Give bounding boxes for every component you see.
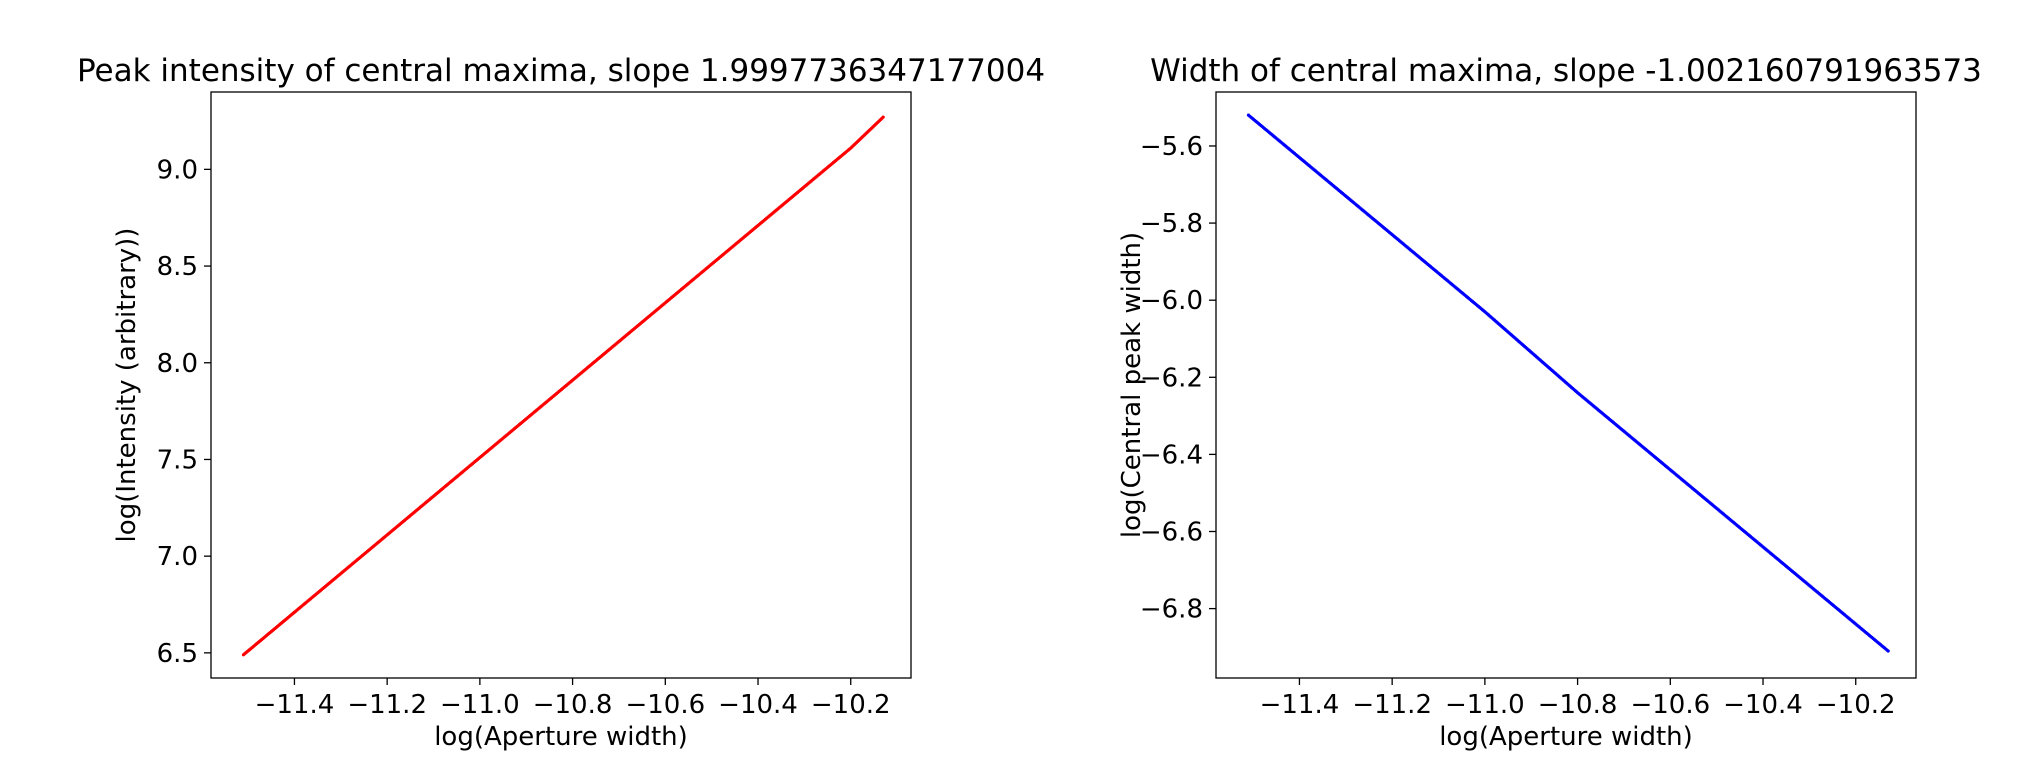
y-tick-label: 8.5 [157, 252, 198, 282]
x-tick-label: −11.4 [255, 690, 335, 720]
y-axis-label: log(Intensity (arbitrary)) [112, 228, 142, 543]
y-axis-label: log(Central peak width) [1117, 232, 1147, 538]
x-tick-label: −11.0 [440, 690, 520, 720]
y-tick-label: −5.8 [1140, 209, 1203, 239]
y-tick-label: 8.0 [157, 349, 198, 379]
chart-peak-intensity: −11.4 −11.2 −11.0 −10.8 −10.6 −10.4 −10.2 6.5 7.… [77, 53, 1045, 752]
x-tick-label: −11.4 [1260, 690, 1340, 720]
x-tick-label: −11.0 [1445, 690, 1525, 720]
chart-peak-width: −11.4 −11.2 −11.0 −10.8 −10.6 −10.4 −10.2 −5.6 −… [1117, 53, 1982, 752]
axes-frame [210, 91, 912, 679]
y-tick-label: −6.6 [1140, 518, 1203, 548]
data-point [1886, 649, 1890, 653]
x-axis-label: log(Aperture width) [1439, 722, 1693, 752]
axes-frame [1215, 91, 1917, 679]
x-tick-label: −10.4 [718, 690, 798, 720]
x-tick-label: −10.4 [1723, 690, 1803, 720]
y-tick-label: −6.0 [1140, 286, 1203, 316]
y-tick-label: −6.4 [1140, 440, 1203, 470]
x-tick-label: −10.2 [811, 690, 891, 720]
y-tick-label: 6.5 [157, 639, 198, 669]
y-tick-label: −6.2 [1140, 363, 1203, 393]
x-tick-label: −11.2 [347, 690, 427, 720]
y-tick-label: 9.0 [157, 155, 198, 185]
chart-title: Peak intensity of central maxima, slope … [77, 53, 1045, 89]
y-tick-label: 7.0 [157, 542, 198, 572]
x-tick-label: −10.2 [1816, 690, 1896, 720]
x-tick-label: −10.8 [1538, 690, 1618, 720]
y-tick-label: 7.5 [157, 445, 198, 475]
x-tick-label: −10.6 [1630, 690, 1710, 720]
x-tick-label: −11.2 [1352, 690, 1432, 720]
y-tick-label: −6.8 [1140, 595, 1203, 625]
data-point [881, 115, 885, 119]
y-tick-label: −5.6 [1140, 132, 1203, 162]
chart-title: Width of central maxima, slope -1.002160… [1150, 53, 1982, 89]
x-axis-label: log(Aperture width) [434, 722, 688, 752]
data-points [241, 115, 885, 657]
data-points [1246, 113, 1890, 653]
x-tick-label: −10.6 [625, 690, 705, 720]
x-tick-label: −10.8 [533, 690, 613, 720]
